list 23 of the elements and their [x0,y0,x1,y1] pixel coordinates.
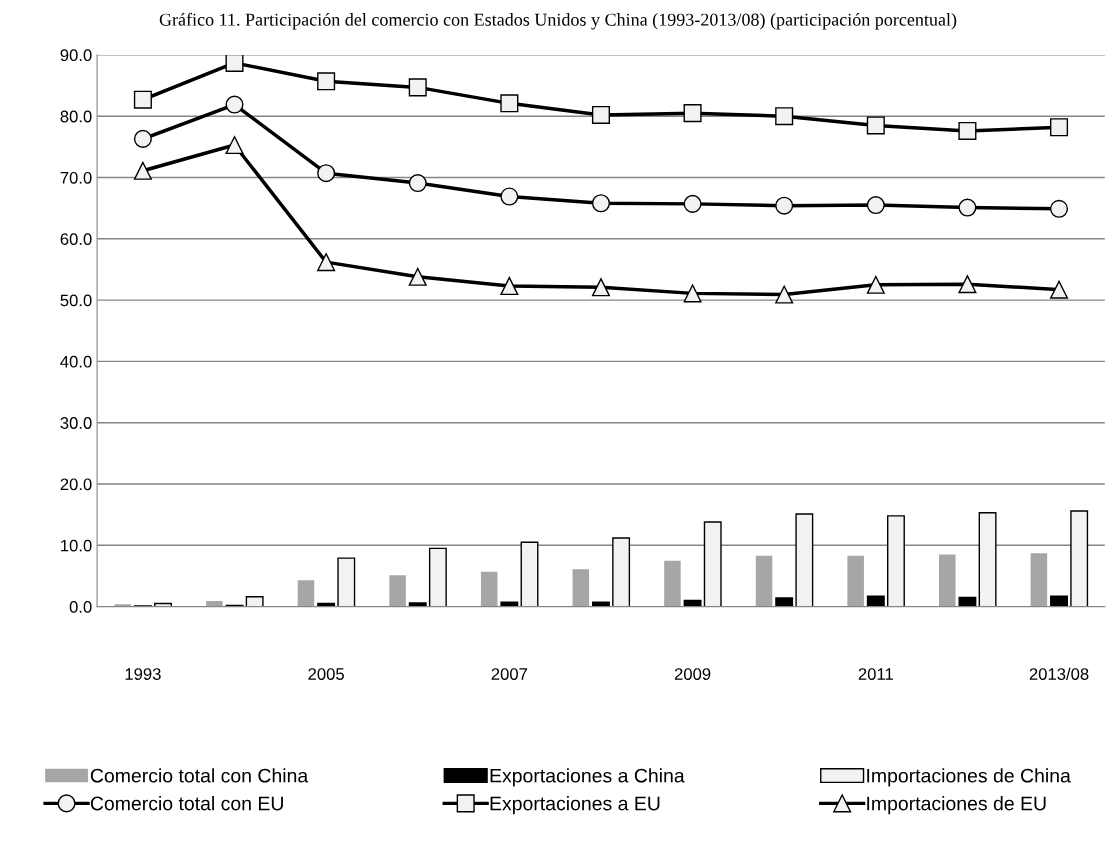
y-tick-label: 10.0 [61,539,92,552]
y-tick-label: 40.0 [60,355,92,368]
y-tick-label: 20.0 [60,478,92,491]
x-tick-label: 2007 [491,668,528,680]
y-tick-label: 70.0 [60,171,92,184]
legend-label: Comercio total con EU [90,796,283,811]
x-tick-label: 2011 [858,668,893,680]
x-tick-label: 2013/08 [1029,667,1089,680]
y-tick-label: 30.0 [60,417,92,429]
legend-label: Exportaciones a China [490,768,685,787]
y-tick-label: 0.0 [69,601,92,613]
legend-label: Exportaciones a EU [490,796,660,815]
legend-label: Importaciones de China [867,768,1071,787]
y-tick-label: 60.0 [60,233,92,246]
legend-label: Importaciones de EU [867,796,1046,815]
y-tick-label: 90.0 [60,49,92,62]
legend-label: Comercio total con China [90,768,309,783]
y-tick-label: 80.0 [60,110,92,123]
x-tick-label: 1993 [125,668,161,680]
chart-title: Gráfico 11. Participación del comercio con Estados Unidos y China (1993-2013/08) (participación porcentual) [159,12,957,30]
x-tick-label: 2009 [674,668,711,680]
x-tick-label: 2005 [308,668,344,680]
y-tick-label: 50.0 [60,294,92,307]
